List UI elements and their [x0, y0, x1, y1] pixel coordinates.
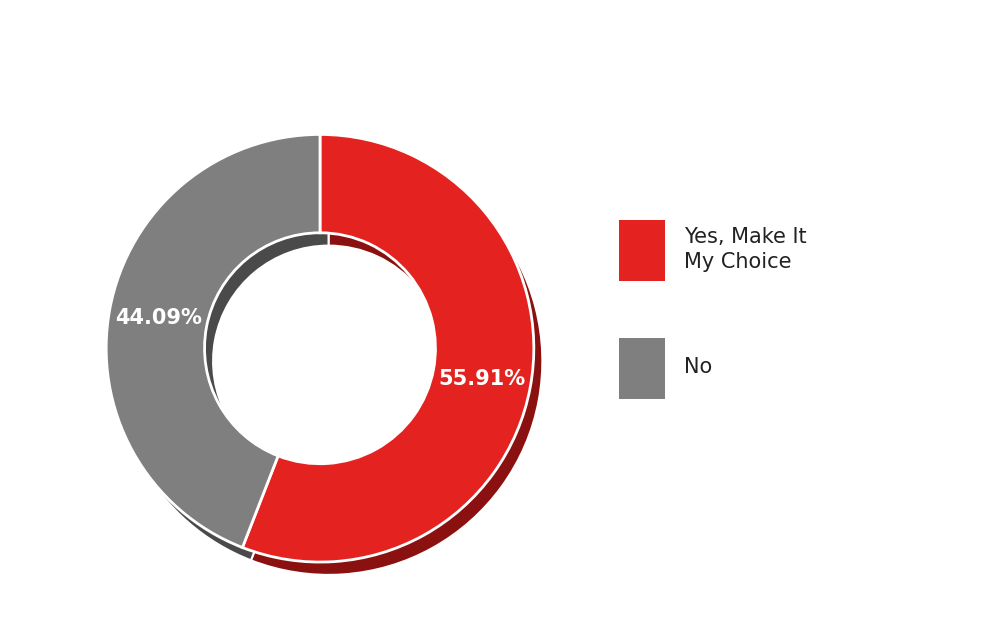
Text: Sharing Data: Sharing Data — [12, 19, 258, 51]
Wedge shape — [251, 147, 542, 575]
Bar — [619, 338, 665, 399]
Wedge shape — [106, 134, 320, 548]
Text: No: No — [684, 357, 712, 378]
Text: 44.09%: 44.09% — [115, 308, 202, 328]
Wedge shape — [115, 147, 329, 560]
Bar — [619, 220, 665, 281]
Wedge shape — [242, 134, 534, 562]
Text: Yes, Make It
My Choice: Yes, Make It My Choice — [684, 227, 806, 272]
Text: 55.91%: 55.91% — [438, 369, 525, 389]
